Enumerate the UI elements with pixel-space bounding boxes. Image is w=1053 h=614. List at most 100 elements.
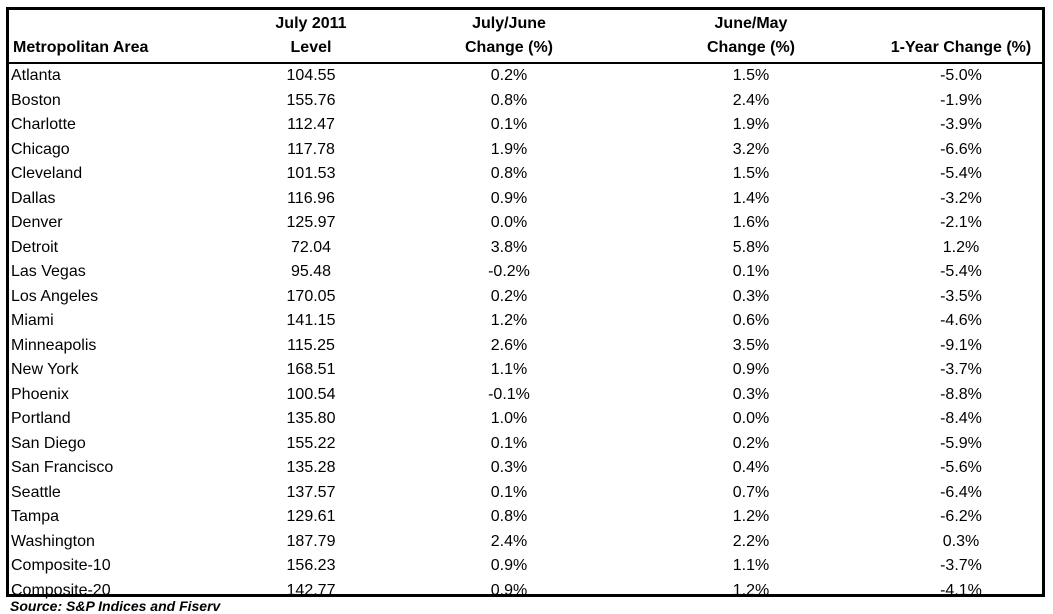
cell-metropolitan-area: Phoenix [11,385,69,403]
table-row: Dallas 116.96 0.9% 1.4% -3.2% [9,187,1042,212]
header-line: July/June [472,15,546,32]
cell-july-june-change: 1.1% [490,361,528,378]
cell-june-may-change: 0.3% [732,287,770,305]
header-line: Level [290,39,332,56]
cell-level: 155.76 [286,91,336,109]
cell-level: 135.28 [286,459,336,476]
cell-june-may-change: 0.7% [732,483,770,501]
cell-july-june-change: 0.1% [490,116,528,133]
cell-june-may-change: 2.4% [732,91,770,109]
cell-level: 187.79 [286,532,336,550]
cell-july-june-change: 1.9% [490,140,528,158]
table-row: Minneapolis 115.25 2.6% 3.5% -9.1% [9,334,1042,359]
table-row: Seattle 137.57 0.1% 0.7% -6.4% [9,481,1042,506]
cell-level: 135.80 [286,410,336,427]
cell-metropolitan-area: Washington [11,532,95,550]
cell-metropolitan-area: San Diego [11,434,86,452]
cell-june-may-change: 1.2% [732,508,770,525]
cell-one-year-change: -6.2% [940,508,982,525]
cell-one-year-change: -3.5% [940,287,982,305]
cell-june-may-change: 3.2% [732,140,770,158]
cell-july-june-change: 0.8% [490,508,528,525]
cell-july-june-change: 0.2% [490,67,528,84]
table-row: Charlotte 112.47 0.1% 1.9% -3.9% [9,113,1042,138]
table-row: Washington 187.79 2.4% 2.2% 0.3% [9,530,1042,555]
table-row: Chicago 117.78 1.9% 3.2% -6.6% [9,138,1042,163]
cell-level: 115.25 [287,336,335,354]
cell-level: 104.55 [286,67,336,84]
cell-one-year-change: -1.9% [940,91,982,109]
header-line [13,12,148,36]
cell-july-june-change: 0.3% [490,459,528,476]
cell-june-may-change: 0.0% [732,410,770,427]
table-row: Boston 155.76 0.8% 2.4% -1.9% [9,89,1042,114]
cell-july-june-change: 0.1% [490,434,528,452]
cell-metropolitan-area: Composite-10 [11,557,111,574]
table-row: Portland 135.80 1.0% 0.0% -8.4% [9,407,1042,432]
data-table: Metropolitan Area July 2011 Level July/J… [6,7,1045,599]
cell-june-may-change: 1.2% [732,581,770,599]
table-row: Los Angeles 170.05 0.2% 0.3% -3.5% [9,285,1042,310]
cell-level: 141.15 [286,312,336,329]
cell-june-may-change: 0.6% [732,312,770,329]
cell-july-june-change: 2.4% [490,532,528,550]
cell-july-june-change: 0.8% [490,165,528,182]
cell-metropolitan-area: Tampa [11,508,60,525]
cell-june-may-change: 1.6% [732,214,770,231]
cell-june-may-change: 0.1% [732,263,770,280]
cell-level: 137.57 [286,483,336,501]
cell-one-year-change: -3.9% [940,116,982,133]
cell-june-may-change: 1.5% [732,67,770,84]
header-line: July 2011 [275,15,347,32]
cell-metropolitan-area: Portland [11,410,71,427]
cell-one-year-change: -6.4% [940,483,982,501]
cell-level: 116.96 [287,189,335,207]
table-row: Composite-20 142.77 0.9% 1.2% -4.1% [9,579,1042,604]
table-body: Atlanta 104.55 0.2% 1.5% -5.0% Boston 155.76 0.… [9,64,1042,603]
cell-june-may-change: 2.2% [732,532,770,550]
cell-metropolitan-area: Las Vegas [11,263,86,280]
source-note: Source: S&P Indices and Fiserv [10,598,221,614]
cell-metropolitan-area: Dallas [11,189,56,207]
cell-june-may-change: 0.4% [732,459,770,476]
cell-level: 155.22 [286,434,336,452]
cell-july-june-change: 0.9% [490,581,528,599]
cell-july-june-change: 0.9% [490,189,528,207]
table-row: Tampa 129.61 0.8% 1.2% -6.2% [9,505,1042,530]
cell-july-june-change: 0.0% [490,214,528,231]
cell-metropolitan-area: Atlanta [11,67,61,84]
cell-one-year-change: -4.6% [940,312,982,329]
cell-metropolitan-area: Chicago [11,140,70,158]
cell-june-may-change: 3.5% [732,336,770,354]
header-line: June/May [714,15,788,32]
cell-metropolitan-area: Minneapolis [11,336,97,354]
cell-june-may-change: 1.1% [732,557,770,574]
cell-level: 142.77 [286,581,336,599]
cell-july-june-change: 0.1% [490,483,528,501]
table-row: San Diego 155.22 0.1% 0.2% -5.9% [9,432,1042,457]
table-row: Miami 141.15 1.2% 0.6% -4.6% [9,309,1042,334]
cell-metropolitan-area: Miami [11,312,54,329]
cell-july-june-change: -0.2% [488,263,530,280]
table-row: San Francisco 135.28 0.3% 0.4% -5.6% [9,456,1042,481]
cell-level: 112.47 [287,116,335,133]
cell-one-year-change: -5.9% [940,434,982,452]
header-line: Change (%) [465,39,553,56]
cell-metropolitan-area: Seattle [11,483,61,501]
cell-metropolitan-area: Cleveland [11,165,83,182]
header-line: Change (%) [707,39,795,56]
cell-level: 101.53 [286,165,336,182]
cell-level: 100.54 [286,385,336,403]
cell-one-year-change: -2.1% [940,214,982,231]
cell-june-may-change: 0.9% [732,361,770,378]
cell-one-year-change: 1.2% [942,238,980,256]
header-one-year-change: 1-Year Change (%) [871,12,1051,60]
cell-one-year-change: -3.7% [940,361,982,378]
cell-metropolitan-area: Composite-20 [11,581,111,599]
cell-one-year-change: -3.2% [940,189,982,207]
cell-one-year-change: -4.1% [940,581,982,599]
table-row: Denver 125.97 0.0% 1.6% -2.1% [9,211,1042,236]
cell-july-june-change: 3.8% [490,238,528,256]
cell-level: 170.05 [286,287,336,305]
cell-one-year-change: -8.8% [940,385,982,403]
